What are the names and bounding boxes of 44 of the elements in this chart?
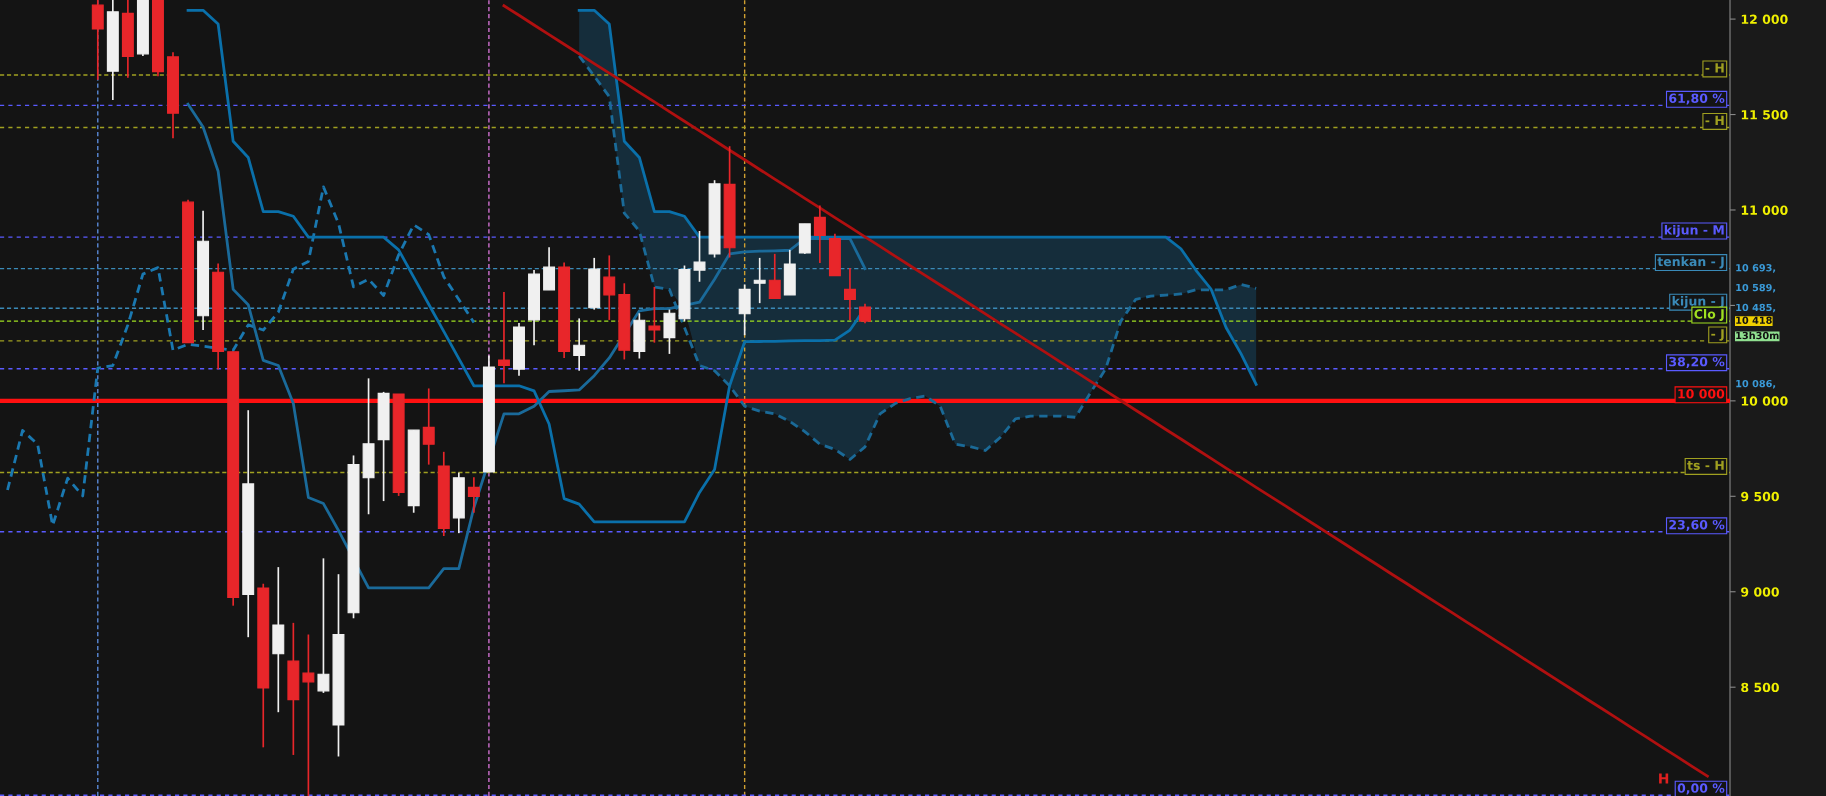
text: 10 086,: [1736, 379, 1776, 389]
ref-line-label: kijun - M: [1664, 224, 1724, 238]
text: 10 589,: [1736, 283, 1776, 293]
y-tick-label: 11 000: [1741, 205, 1788, 215]
candlestick: [603, 254, 616, 321]
candlestick: [813, 204, 826, 264]
ref-line-label: tenkan - J: [1657, 256, 1724, 269]
ref-line-label: ts - H: [1687, 460, 1724, 471]
candlestick: [543, 246, 556, 291]
candlestick: [467, 476, 480, 514]
annotation: 38,20 %: [1669, 356, 1725, 368]
y-tick-label: 8 500: [1741, 682, 1779, 693]
y-tick-label: 11 500: [1741, 110, 1788, 120]
y-tick-label: 10 000: [1741, 396, 1788, 406]
y-tick-label: 9 000: [1741, 587, 1779, 597]
text: 10 485,: [1736, 303, 1776, 313]
text: 10 693,: [1736, 264, 1776, 273]
y-tick-label: 12 000: [1741, 14, 1788, 25]
ref-line-label: 10 000: [1678, 388, 1725, 399]
ref-line-label: - H: [1705, 115, 1724, 125]
text: 13h30m: [1736, 331, 1779, 340]
annotation: 61,80 %: [1669, 93, 1725, 105]
y-tick-label: 9 500: [1741, 491, 1779, 502]
candlestick: [497, 291, 510, 385]
candlestick: [317, 557, 330, 694]
candlestick: [859, 302, 871, 325]
candlestick: [91, 0, 104, 81]
annotation: H: [1659, 773, 1669, 784]
candlestick: [422, 387, 435, 466]
candlestick: [843, 267, 856, 321]
candlestick: [768, 253, 781, 300]
text: 10 418: [1736, 316, 1772, 324]
candlestick: [753, 257, 766, 304]
candlestick: [573, 317, 586, 372]
ref-line-label: - J: [1711, 329, 1724, 341]
candlestick: [693, 230, 706, 283]
line-series: [6, 185, 476, 527]
annotation: 23,60 %: [1669, 519, 1725, 531]
ref-line-label: Clo J: [1694, 308, 1724, 321]
line-series: [577, 8, 1258, 386]
candlestick: [302, 633, 315, 796]
annotation: 0,00 %: [1677, 783, 1725, 795]
ref-line-label: - H: [1705, 63, 1724, 73]
candlestick: [648, 286, 661, 344]
